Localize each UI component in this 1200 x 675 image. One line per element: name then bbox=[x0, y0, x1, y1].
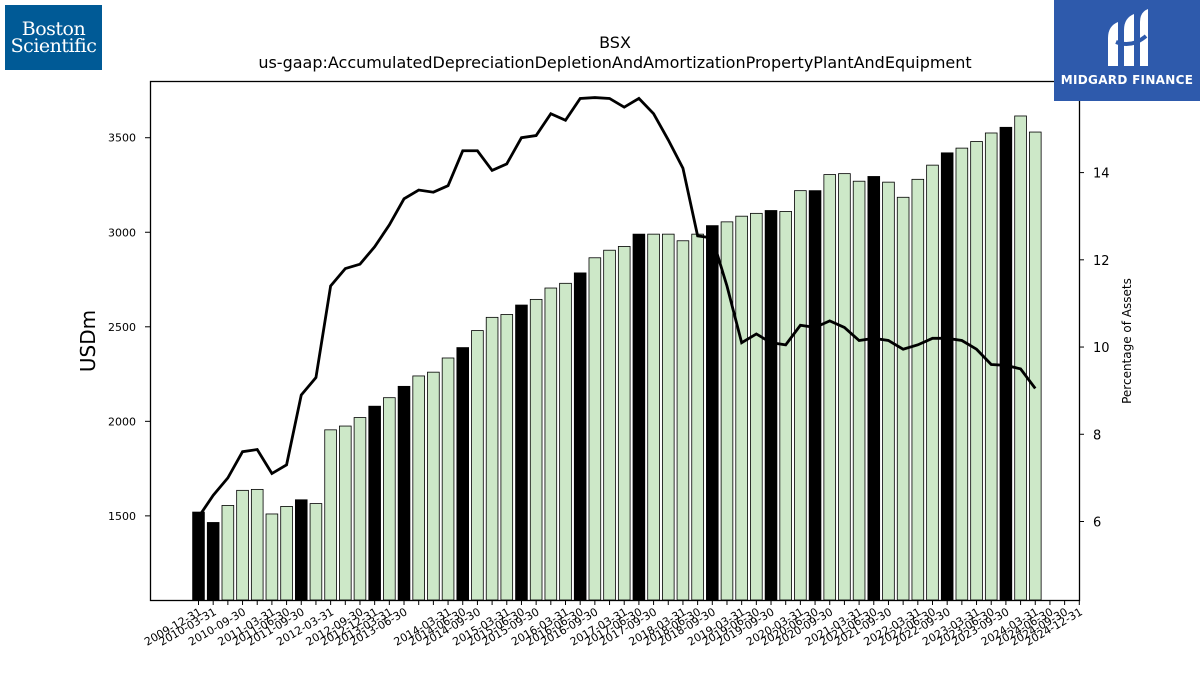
percentage-line bbox=[197, 96, 1037, 518]
logo-left-line2: Scientific bbox=[10, 34, 97, 57]
bar bbox=[500, 314, 514, 601]
bar bbox=[999, 126, 1013, 601]
y2-tick-label: 10 bbox=[1093, 341, 1110, 356]
bar bbox=[559, 282, 572, 601]
bar bbox=[397, 385, 411, 601]
bar bbox=[779, 211, 792, 601]
bar bbox=[515, 304, 528, 601]
bar bbox=[221, 505, 235, 601]
x-axis: 2009-12-312010-03-312010-09-302011-03-31… bbox=[142, 600, 1085, 649]
bar bbox=[735, 215, 748, 601]
bar bbox=[955, 147, 969, 601]
bar bbox=[485, 316, 499, 601]
y-axis-label: USDm bbox=[76, 310, 100, 372]
bar bbox=[427, 371, 440, 601]
bar bbox=[617, 246, 631, 601]
bar bbox=[294, 499, 308, 601]
y2-tick-label: 14 bbox=[1093, 167, 1110, 182]
bar bbox=[940, 152, 954, 601]
bar bbox=[544, 287, 558, 601]
bar bbox=[1014, 115, 1027, 601]
bar bbox=[808, 190, 822, 601]
bar bbox=[867, 176, 881, 601]
bar bbox=[573, 272, 587, 601]
bar bbox=[339, 425, 352, 601]
boston-scientific-logo: Boston Scientific bbox=[5, 5, 102, 70]
bar bbox=[676, 240, 690, 601]
bar bbox=[456, 347, 470, 601]
logo-right-wordmark: MIDGARD FINANCE bbox=[1060, 73, 1194, 87]
bar bbox=[383, 397, 396, 601]
bar bbox=[280, 506, 293, 601]
y2-axis-label: Percentage of Assets bbox=[1120, 278, 1134, 404]
y-axis-left: 1500 2000 2500 3000 3500 bbox=[108, 132, 150, 523]
bar bbox=[926, 164, 939, 601]
bar bbox=[647, 233, 660, 601]
bar bbox=[661, 233, 675, 601]
bar bbox=[309, 503, 323, 601]
bar bbox=[706, 225, 719, 601]
y2-tick-label: 8 bbox=[1093, 428, 1101, 443]
midgard-finance-logo: MIDGARD FINANCE bbox=[1054, 0, 1200, 101]
y-tick-label: 3500 bbox=[108, 132, 136, 145]
bar bbox=[192, 511, 205, 601]
bar bbox=[471, 330, 484, 601]
bar-series bbox=[192, 115, 1042, 601]
bar bbox=[206, 522, 220, 601]
bar bbox=[764, 210, 778, 601]
plot-frame bbox=[149, 80, 1081, 602]
bar bbox=[691, 233, 704, 601]
bar bbox=[970, 141, 983, 601]
bar bbox=[265, 513, 279, 601]
bar bbox=[720, 221, 734, 601]
bar bbox=[882, 181, 895, 601]
bar bbox=[441, 357, 455, 601]
y2-tick-label: 6 bbox=[1093, 515, 1101, 530]
bar bbox=[353, 417, 367, 601]
y-tick-label: 2500 bbox=[108, 321, 136, 334]
bar bbox=[632, 233, 646, 601]
bar bbox=[250, 488, 264, 601]
logo-left-line1: Boston bbox=[21, 17, 86, 40]
bar bbox=[852, 180, 866, 601]
bar bbox=[236, 489, 249, 601]
bar bbox=[896, 196, 910, 601]
bar bbox=[412, 375, 425, 601]
midgard-mark-icon bbox=[1108, 9, 1148, 66]
bar bbox=[1028, 131, 1042, 601]
bar bbox=[911, 178, 925, 601]
bar bbox=[794, 190, 807, 601]
y-tick-label: 2000 bbox=[108, 415, 136, 428]
chart-subtitle: us-gaap:AccumulatedDepreciationDepletion… bbox=[258, 53, 971, 72]
bar bbox=[603, 249, 616, 601]
y-tick-label: 1500 bbox=[108, 510, 136, 523]
chart-title: BSX bbox=[599, 33, 631, 52]
bar bbox=[984, 132, 998, 601]
bar bbox=[368, 405, 381, 601]
bar bbox=[823, 174, 837, 601]
bar bbox=[588, 257, 602, 601]
y2-tick-label: 12 bbox=[1093, 254, 1110, 269]
bar bbox=[838, 173, 851, 601]
y-axis-right: 6 8 10 12 14 bbox=[1079, 167, 1110, 530]
bar bbox=[529, 298, 543, 601]
bar bbox=[324, 429, 337, 601]
bar bbox=[750, 212, 763, 601]
y-tick-label: 3000 bbox=[108, 226, 136, 239]
